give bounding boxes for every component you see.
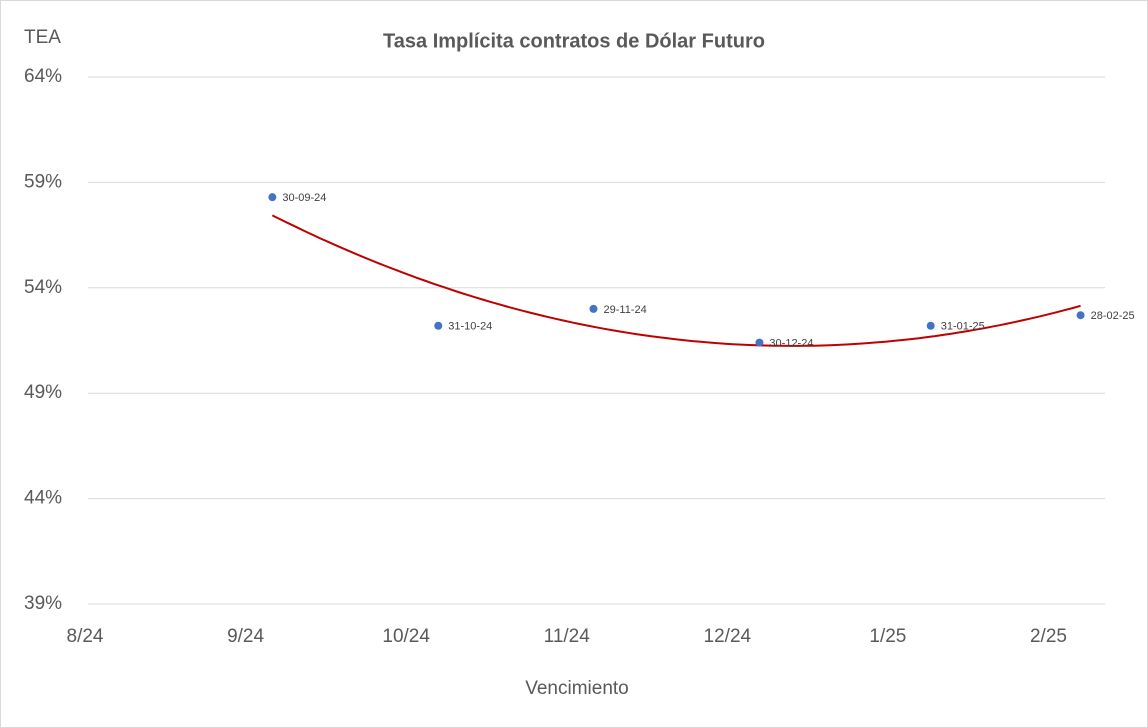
x-tick-label: 11/24 <box>544 626 591 647</box>
y-tick-label: 64% <box>24 66 62 87</box>
y-tick-label: 39% <box>24 593 62 614</box>
x-axis-title: Vencimiento <box>525 678 629 699</box>
point-label: 30-12-24 <box>769 338 813 350</box>
point-label: 28-02-25 <box>1091 310 1135 322</box>
y-tick-label: 49% <box>24 382 62 403</box>
y-tick-label: 54% <box>24 277 62 298</box>
trendline <box>271 214 1081 347</box>
chart-title: Tasa Implícita contratos de Dólar Futuro <box>383 30 765 52</box>
y-tick-label: 59% <box>24 171 62 192</box>
point <box>268 193 277 202</box>
x-tick-label: 8/24 <box>67 626 104 647</box>
x-tick-label: 9/24 <box>227 626 264 647</box>
point <box>434 321 443 330</box>
x-tick-label: 12/24 <box>704 626 752 647</box>
point <box>589 304 598 313</box>
x-tick-label: 2/25 <box>1030 626 1067 647</box>
point-label: 31-01-25 <box>941 321 985 333</box>
point-label: 29-11-24 <box>604 304 647 316</box>
x-tick-label: 1/25 <box>869 626 906 647</box>
y-tick-label: 44% <box>24 488 62 509</box>
y-axis-title: TEA <box>24 27 61 48</box>
x-tick-label: 10/24 <box>382 626 430 647</box>
point-label: 30-09-24 <box>282 192 326 204</box>
point <box>926 321 935 330</box>
point-label: 31-10-24 <box>448 321 492 333</box>
point <box>755 338 764 347</box>
point <box>1076 311 1085 320</box>
